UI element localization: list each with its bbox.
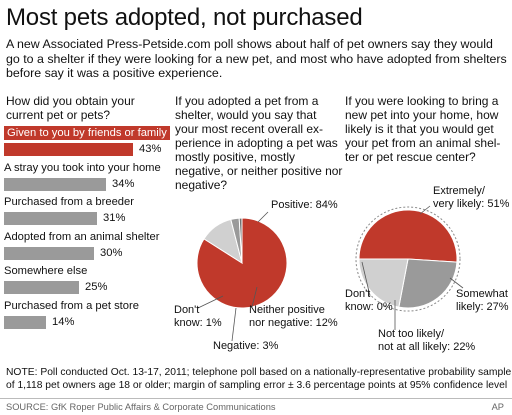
pie2-slice-somewhat xyxy=(398,258,458,309)
bar-category-label: Given to you by friends or family xyxy=(4,126,170,140)
ap-credit: AP xyxy=(491,402,504,412)
bar-category-label: Purchased from a pet store xyxy=(4,299,139,312)
bar-value-label: 30% xyxy=(100,246,123,259)
bar xyxy=(4,177,106,191)
pie2-label-extremely-2: very likely: 51% xyxy=(433,198,510,210)
bar xyxy=(4,212,97,225)
bar xyxy=(4,143,133,156)
pie1-leader-dontknow xyxy=(197,295,224,309)
bar-category-label: Purchased from a breeder xyxy=(4,196,134,208)
pie1-label-negative: Negative: 3% xyxy=(213,340,279,352)
question-2: If you adopted a pet from a shelter, wou… xyxy=(175,94,343,192)
pie1-leader-positive xyxy=(257,211,269,223)
bar-value-label: 43% xyxy=(139,143,162,155)
bar-category-label: A stray you took into your home xyxy=(4,161,161,174)
pie2-label-somewhat-2: likely: 27% xyxy=(456,301,509,313)
bar xyxy=(4,281,79,294)
pie1-slice-dontknow xyxy=(238,217,243,264)
bar xyxy=(4,315,46,329)
bar-value-label: 25% xyxy=(85,281,108,293)
pie1-label-neither-1: Neither positive xyxy=(249,304,325,316)
intro-text: A new Associated Press-Petside.com poll … xyxy=(6,37,507,80)
page-title: Most pets adopted, not purchased xyxy=(6,4,363,31)
bar-value-label: 31% xyxy=(103,212,126,224)
bar-value-label: 34% xyxy=(112,177,135,190)
pie2-label-extremely-1: Extremely/ xyxy=(433,185,485,197)
pie1-label-neither-2: nor negative: 12% xyxy=(249,317,338,329)
pie1-leader-neither xyxy=(251,286,258,308)
pie1-label-positive: Positive: 84% xyxy=(271,199,338,211)
pie2-label-dontknow-1: Don't xyxy=(345,288,371,300)
pie-outline xyxy=(355,206,461,312)
pie1-label-dontknow-1: Don't xyxy=(174,304,200,316)
bar-category-label: Somewhere else xyxy=(4,265,88,277)
pie1-leader-negative xyxy=(231,307,237,342)
pie2-leader-dontknow xyxy=(361,261,371,297)
pie2-slice-extremely xyxy=(358,209,458,263)
source-text: SOURCE: GfK Roper Public Affairs & Corpo… xyxy=(6,402,276,412)
pie2-label-notlikely-2: not at all likely: 22% xyxy=(378,341,476,353)
pie1-label-dontknow-2: know: 1% xyxy=(174,317,222,329)
pie2-label-dontknow-2: know: 0% xyxy=(345,301,393,313)
pie2-leader-somewhat xyxy=(449,277,464,289)
pie2-label-notlikely-1: Not too likely/ xyxy=(378,328,445,340)
pie2-label-somewhat-1: Somewhat xyxy=(456,288,508,300)
note-text: NOTE: Poll conducted Oct. 13-17, 2011; t… xyxy=(6,367,512,391)
footer-divider xyxy=(0,398,512,399)
bar xyxy=(4,246,94,260)
question-1: How did you obtain your current pet or p… xyxy=(6,94,135,122)
bar-value-label: 14% xyxy=(52,315,75,328)
bar-category-label: Adopted from an animal shelter xyxy=(4,230,160,243)
pie2-leader-extremely xyxy=(419,205,431,215)
question-3: If you were looking to bring a new pet i… xyxy=(345,94,501,164)
